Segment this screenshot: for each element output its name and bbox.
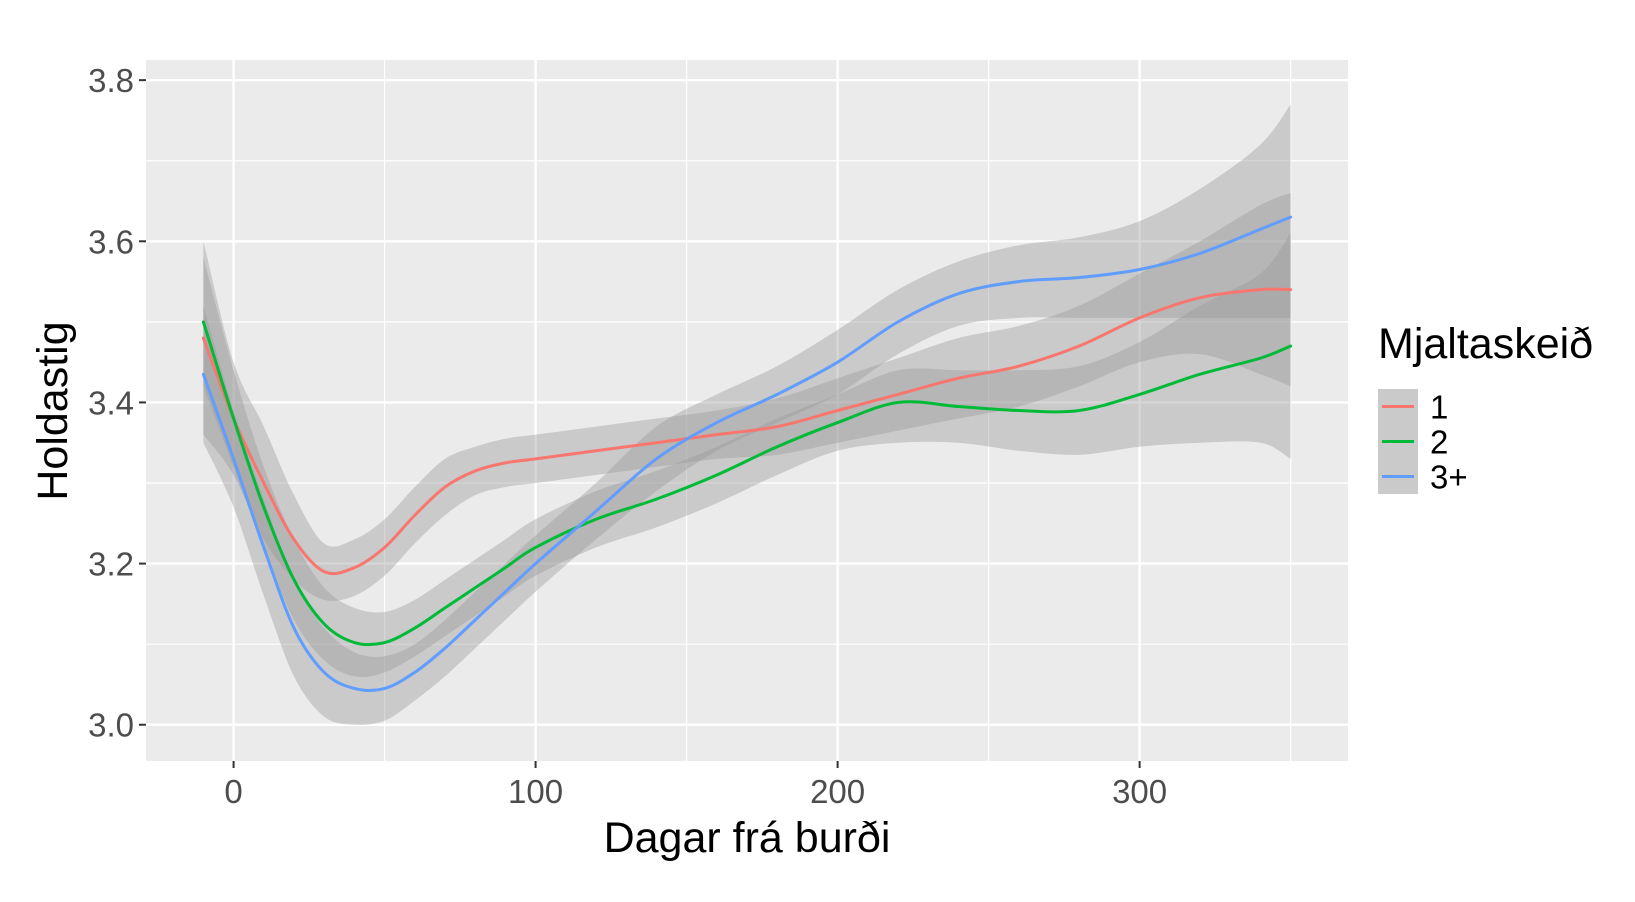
y-tick-label: 3.8 xyxy=(88,62,134,99)
x-tick-label: 200 xyxy=(810,773,865,810)
ribbon-series-3+ xyxy=(203,104,1291,725)
legend-label-1: 1 xyxy=(1430,389,1448,426)
y-axis: 3.0 3.2 3.4 3.6 3.8 xyxy=(88,62,146,744)
y-tick-label: 3.4 xyxy=(88,384,134,421)
y-tick-label: 3.2 xyxy=(88,546,134,583)
legend-title: Mjaltaskeið xyxy=(1378,320,1593,368)
y-tick-label: 3.0 xyxy=(88,707,134,744)
x-axis-title: Dagar frá burði xyxy=(604,814,891,862)
x-tick-label: 0 xyxy=(224,773,242,810)
ribbon-series-2 xyxy=(203,233,1291,678)
line-series-1 xyxy=(201,287,1293,576)
confidence-ribbons xyxy=(203,104,1291,725)
ribbon-series-1 xyxy=(203,192,1291,601)
legend-label-2: 2 xyxy=(1430,424,1448,461)
line-series-3+ xyxy=(201,215,1293,692)
grid-minor xyxy=(146,60,1348,761)
y-axis-title: Holdastig xyxy=(29,321,77,500)
legend-label-3+: 3+ xyxy=(1430,459,1468,496)
y-tick-label: 3.6 xyxy=(88,223,134,260)
legend: Mjaltaskeið 123+ xyxy=(1378,320,1593,496)
series-lines xyxy=(201,215,1293,692)
line-series-2 xyxy=(201,320,1293,647)
x-tick-label: 300 xyxy=(1112,773,1167,810)
x-tick-label: 100 xyxy=(508,773,563,810)
x-axis: 0 100 200 300 xyxy=(224,761,1167,810)
